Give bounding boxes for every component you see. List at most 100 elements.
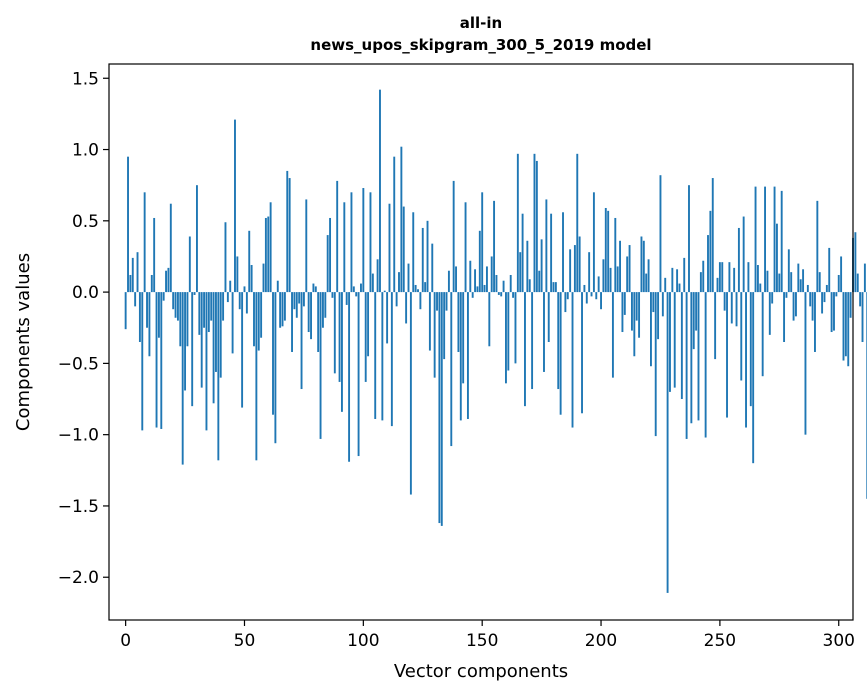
bar-209	[621, 292, 624, 333]
bar-281	[792, 292, 795, 321]
bar-164	[514, 292, 517, 364]
y-tick-label: −0.5	[58, 354, 99, 374]
bar-265	[754, 186, 757, 293]
bar-200	[600, 292, 602, 310]
bar-197	[592, 192, 595, 293]
bar-124	[419, 292, 422, 310]
bar-244	[704, 292, 707, 438]
bar-28	[191, 292, 194, 407]
bar-45	[231, 292, 234, 354]
bar-224	[657, 292, 660, 340]
bar-274	[775, 223, 778, 293]
bar-291	[816, 200, 819, 293]
x-axis-label: Vector components	[394, 661, 568, 682]
bar-86	[329, 217, 332, 293]
bar-245	[707, 235, 709, 293]
bar-211	[626, 256, 629, 293]
bar-142	[462, 292, 465, 384]
bar-293	[821, 292, 824, 314]
bar-15	[160, 292, 163, 429]
bar-204	[609, 267, 612, 293]
x-tick-label: 300	[823, 631, 855, 651]
bar-207	[616, 266, 619, 293]
bar-21	[174, 292, 177, 318]
bar-189	[573, 245, 576, 293]
bar-50	[243, 286, 246, 293]
bar-253	[726, 292, 728, 418]
bar-234	[680, 292, 683, 400]
bar-76	[305, 199, 308, 293]
bar-53	[250, 265, 253, 293]
bar-61	[269, 202, 272, 293]
bar-151	[483, 284, 486, 293]
bar-175	[540, 239, 543, 293]
bar-27	[188, 236, 191, 293]
bar-286	[804, 292, 807, 435]
bar-165	[516, 153, 519, 293]
bar-139	[455, 266, 457, 293]
bar-7	[141, 292, 144, 431]
x-tick-label: 0	[120, 631, 131, 651]
bar-136	[447, 270, 450, 293]
x-tick-label: 100	[347, 631, 379, 651]
bar-60	[267, 216, 270, 293]
bar-217	[640, 236, 643, 293]
bar-1	[127, 156, 129, 293]
bar-214	[633, 292, 636, 357]
bar-35	[207, 292, 210, 333]
x-tick-label: 150	[466, 631, 498, 651]
bar-69	[288, 178, 291, 293]
bar-259	[740, 292, 743, 381]
bar-240	[695, 292, 698, 331]
bar-268	[761, 292, 764, 377]
bar-118	[405, 292, 408, 324]
bar-152	[485, 266, 488, 293]
bar-179	[550, 213, 553, 293]
bar-82	[319, 292, 322, 439]
bar-138	[452, 180, 455, 293]
bar-296	[828, 247, 831, 293]
bar-26	[186, 292, 189, 347]
bar-4	[134, 292, 137, 307]
bar-256	[733, 267, 736, 293]
y-tick-label: −1.0	[58, 426, 99, 446]
bar-43	[226, 292, 229, 303]
bar-117	[402, 206, 405, 293]
bar-11	[150, 274, 153, 293]
bar-236	[685, 292, 688, 439]
bar-113	[393, 156, 396, 293]
bar-33	[203, 292, 206, 328]
bar-251	[721, 262, 724, 293]
bar-9	[146, 292, 148, 328]
bar-54	[253, 292, 255, 347]
bar-235	[683, 257, 686, 293]
bar-289	[811, 292, 814, 321]
bar-269	[764, 186, 766, 293]
bar-127	[426, 220, 429, 293]
bar-52	[248, 230, 251, 293]
bar-230	[671, 267, 674, 293]
bar-250	[718, 262, 721, 293]
bar-51	[245, 292, 248, 314]
bar-295	[825, 284, 828, 293]
bar-247	[711, 178, 714, 293]
bar-299	[835, 292, 838, 297]
bar-206	[614, 217, 617, 293]
bar-92	[343, 202, 346, 293]
bars-group	[124, 89, 867, 593]
bar-229	[669, 292, 671, 392]
bar-5	[136, 252, 139, 293]
bar-285	[802, 269, 805, 293]
bar-218	[642, 240, 645, 293]
x-axis-ticks: 0 50 100 150 200 250 300	[120, 620, 855, 651]
bar-187	[569, 249, 572, 293]
bar-305	[849, 292, 852, 318]
bar-168	[524, 292, 526, 407]
bar-208	[619, 240, 621, 293]
bar-252	[723, 292, 726, 311]
bar-67	[283, 292, 286, 321]
bar-280	[790, 272, 793, 293]
bar-226	[661, 292, 664, 317]
bar-237	[688, 185, 690, 293]
bar-182	[557, 292, 560, 390]
